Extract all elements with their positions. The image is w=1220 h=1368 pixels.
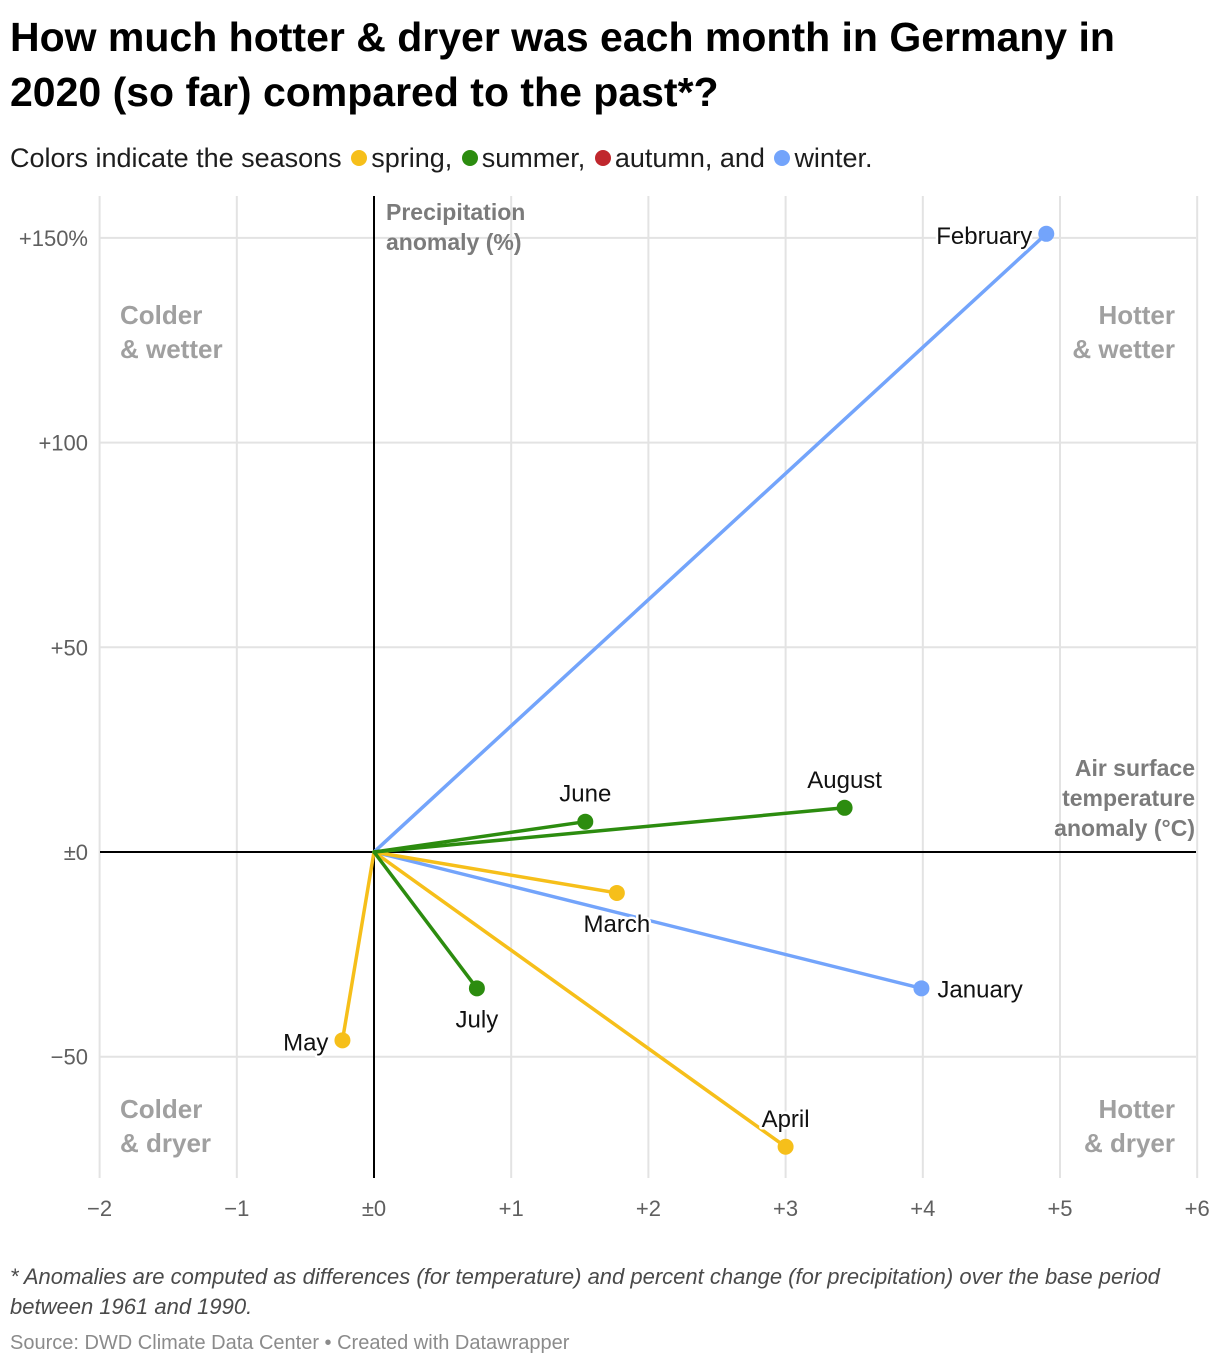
data-point-may <box>334 1032 351 1049</box>
data-point-january <box>913 980 930 997</box>
x-tick-label: ±0 <box>362 1196 386 1221</box>
series-line-july <box>372 850 479 991</box>
data-label-may: May <box>283 1029 328 1056</box>
x-axis-title: temperature <box>1062 785 1195 811</box>
series-line-august <box>372 806 847 854</box>
x-tick-label: +4 <box>910 1196 935 1221</box>
chart-subtitle: Colors indicate the seasons spring, summ… <box>10 140 872 176</box>
y-tick-label: +100 <box>38 431 88 456</box>
quadrant-label-top-left: & wetter <box>120 334 223 364</box>
data-point-june <box>577 813 594 830</box>
legend-swatch-summer <box>461 149 478 166</box>
data-point-august <box>836 799 853 816</box>
quadrant-label-bottom-left: & dryer <box>120 1128 211 1158</box>
quadrant-label-top-left: Colder <box>120 300 202 330</box>
data-point-february <box>1038 225 1055 242</box>
footnote: * Anomalies are computed as differences … <box>10 1264 1160 1319</box>
series-line-march <box>372 850 619 895</box>
x-axis-title: anomaly (°C) <box>1054 815 1195 841</box>
quadrant-label-bottom-right: & dryer <box>1084 1128 1175 1158</box>
series-line-january <box>372 850 924 991</box>
x-axis-title: Air surface <box>1075 755 1195 781</box>
series-line-may <box>340 850 376 1043</box>
legend-label-summer: summer, <box>481 143 586 173</box>
legend-label-winter: winter. <box>794 143 873 173</box>
x-tick-label: +1 <box>499 1196 524 1221</box>
series-line-february <box>372 232 1049 854</box>
legend-label-spring: spring, <box>371 143 453 173</box>
legend-swatch-winter <box>774 149 791 166</box>
data-point-march <box>608 884 625 901</box>
x-tick-label: +3 <box>773 1196 798 1221</box>
legend-swatch-autumn <box>594 149 611 166</box>
data-label-april: April <box>762 1106 810 1133</box>
data-label-january: January <box>937 976 1022 1003</box>
legend-label-autumn: autumn, and <box>614 143 765 173</box>
y-tick-label: +150% <box>19 226 88 251</box>
x-tick-label: +5 <box>1047 1196 1072 1221</box>
quadrant-label-bottom-left: Colder <box>120 1094 202 1124</box>
quadrant-label-bottom-right: Hotter <box>1098 1094 1175 1124</box>
y-tick-label: +50 <box>51 635 88 660</box>
quadrant-label-top-right: & wetter <box>1072 334 1175 364</box>
x-tick-label: −2 <box>87 1196 112 1221</box>
x-tick-label: −1 <box>224 1196 249 1221</box>
source-credit: Source: DWD Climate Data Center • Create… <box>10 1332 570 1354</box>
data-label-july: July <box>456 1006 499 1033</box>
y-tick-label: ±0 <box>64 840 88 865</box>
legend-swatch-spring <box>351 149 368 166</box>
y-axis-title: anomaly (%) <box>386 229 521 255</box>
subtitle-prefix: Colors indicate the seasons <box>10 143 342 173</box>
y-tick-label: −50 <box>51 1045 88 1070</box>
series-line-april <box>372 850 788 1149</box>
data-point-april <box>777 1138 794 1155</box>
data-point-july <box>468 980 485 997</box>
x-tick-label: +2 <box>636 1196 661 1221</box>
y-axis-title: Precipitation <box>386 199 525 225</box>
data-label-february: February <box>936 223 1032 250</box>
quadrant-label-top-right: Hotter <box>1098 300 1175 330</box>
chart-title: How much hotter & dryer was each month i… <box>10 14 1115 115</box>
x-tick-label: +6 <box>1185 1196 1210 1221</box>
data-label-march: March <box>584 911 651 938</box>
data-label-august: August <box>807 767 882 794</box>
data-label-june: June <box>559 781 611 808</box>
